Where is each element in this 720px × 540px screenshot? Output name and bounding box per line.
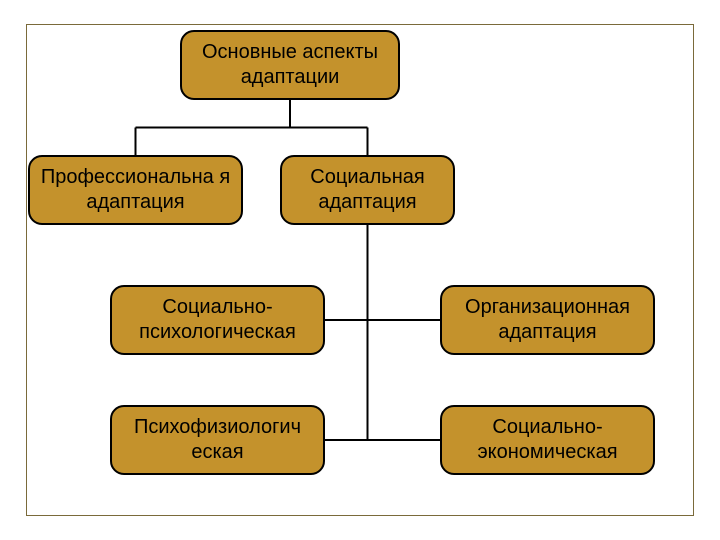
node-social-label: Социальная адаптация [288, 165, 447, 215]
node-socpsy: Социально-психологическая [110, 285, 325, 355]
node-root-label: Основные аспекты адаптации [188, 40, 392, 90]
node-socecon-label: Социально-экономическая [448, 415, 647, 465]
node-socpsy-label: Социально-психологическая [118, 295, 317, 345]
node-root: Основные аспекты адаптации [180, 30, 400, 100]
node-socecon: Социально-экономическая [440, 405, 655, 475]
node-org: Организационная адаптация [440, 285, 655, 355]
node-org-label: Организационная адаптация [448, 295, 647, 345]
node-psycho-label: Психофизиологич еская [118, 415, 317, 465]
node-prof: Профессиональна я адаптация [28, 155, 243, 225]
node-psycho: Психофизиологич еская [110, 405, 325, 475]
node-social: Социальная адаптация [280, 155, 455, 225]
node-prof-label: Профессиональна я адаптация [36, 165, 235, 215]
